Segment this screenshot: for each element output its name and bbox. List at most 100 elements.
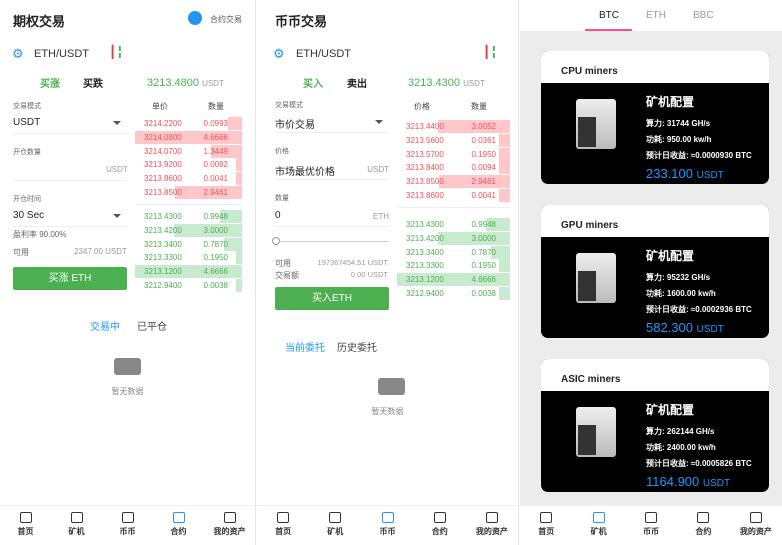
- pair-selector[interactable]: ETH/USDT: [34, 48, 89, 60]
- bid-row[interactable]: 3213.4200 3.0000: [397, 231, 510, 245]
- miner-icon: [329, 512, 342, 523]
- tab-sell[interactable]: 卖出: [347, 79, 367, 90]
- bid-row[interactable]: 3213.1200 4.6666: [397, 273, 510, 287]
- nav-item[interactable]: 我的资产: [204, 506, 255, 545]
- row-qty: 4.6666: [203, 267, 228, 277]
- nav-label: 合约: [431, 527, 448, 536]
- tab-buy-down[interactable]: 买跌: [83, 79, 103, 90]
- miner-icon: [592, 512, 605, 523]
- daily-income: 预计日收益: ≈0.0005826 BTC: [646, 459, 752, 468]
- contract-trade-link[interactable]: 合约交易: [210, 15, 242, 24]
- buy-button[interactable]: 买入ETH: [275, 287, 389, 310]
- bid-row[interactable]: 3212.9400 0.0038: [135, 279, 242, 292]
- nav-item[interactable]: 币币: [361, 506, 413, 545]
- bid-row[interactable]: 3213.3300 0.1950: [135, 251, 242, 265]
- nav-item[interactable]: 币币: [102, 506, 153, 545]
- ask-row[interactable]: 3213.9200 0.0082: [135, 158, 242, 172]
- tab-trading[interactable]: 交易中: [90, 322, 120, 333]
- tab-order-history[interactable]: 历史委托: [337, 343, 377, 354]
- tab-current-orders[interactable]: 当前委托: [285, 343, 325, 354]
- nav-item[interactable]: 矿机: [51, 506, 102, 545]
- nav-item[interactable]: 币币: [625, 506, 677, 545]
- ask-row[interactable]: 3213.8600 0.0041: [135, 172, 242, 186]
- nav-item[interactable]: 合约: [153, 506, 204, 545]
- bid-row[interactable]: 3213.3400 0.7870: [397, 245, 510, 259]
- buy-up-button[interactable]: 买涨 ETH: [13, 267, 127, 290]
- candlestick-icon[interactable]: ┃╏: [109, 45, 124, 59]
- nav-item[interactable]: 合约: [414, 506, 466, 545]
- tab-buy[interactable]: 买入: [303, 79, 323, 90]
- nav-item[interactable]: 我的资产: [730, 506, 782, 545]
- nav-item[interactable]: 矿机: [309, 506, 361, 545]
- ask-row[interactable]: 3213.8600 0.0041: [397, 189, 510, 202]
- miner-name: ASIC miners: [541, 359, 769, 391]
- mode-select[interactable]: 市价交易: [275, 116, 389, 131]
- home-icon: [277, 512, 290, 523]
- tab-eth[interactable]: ETH: [646, 10, 666, 21]
- amount-input[interactable]: [13, 160, 103, 176]
- nav-item[interactable]: 我的资产: [466, 506, 518, 545]
- miner-name: CPU miners: [541, 51, 769, 83]
- miner-card[interactable]: ASIC miners 矿机配置 算力: 262144 GH/s 功耗: 2400.0…: [541, 359, 769, 492]
- bid-row[interactable]: 3212.9400 0.0038: [397, 287, 510, 300]
- slider-handle[interactable]: [272, 237, 280, 245]
- caret-down-icon: [113, 214, 121, 218]
- nav-item[interactable]: 首页: [257, 506, 309, 545]
- bid-row[interactable]: 3213.4300 0.9948: [397, 218, 510, 231]
- time-select[interactable]: 30 Sec: [13, 210, 127, 221]
- ask-row[interactable]: 3213.5700 0.1950: [397, 147, 510, 161]
- swap-icon[interactable]: [188, 11, 202, 25]
- nav-item[interactable]: 合约: [677, 506, 729, 545]
- empty-text: 暂无数据: [371, 407, 404, 416]
- ask-row[interactable]: 3214.0800 4.6666: [135, 130, 242, 144]
- orderbook-qty-header: 数量: [471, 102, 487, 111]
- mode-select[interactable]: USDT: [13, 117, 127, 128]
- pair-selector[interactable]: ETH/USDT: [296, 48, 351, 60]
- page-title: 币币交易: [275, 14, 328, 29]
- gear-icon[interactable]: ⚙: [12, 46, 24, 61]
- mode-label: 交易模式: [13, 103, 41, 110]
- tab-buy-up[interactable]: 买涨: [40, 79, 60, 90]
- nav-label: 矿机: [590, 527, 607, 536]
- ask-row[interactable]: 3213.8500 2.9461: [397, 175, 510, 189]
- bid-row[interactable]: 3213.3400 0.7870: [135, 237, 242, 251]
- miner-card[interactable]: CPU miners 矿机配置 算力: 31744 GH/s 功耗: 950.00 k…: [541, 51, 769, 184]
- ask-row[interactable]: 3213.8500 2.9461: [135, 186, 242, 199]
- row-qty: 2.9461: [471, 177, 496, 187]
- candlestick-icon[interactable]: ┃╏: [483, 45, 498, 59]
- empty-text: 暂无数据: [111, 387, 144, 396]
- tab-bbc[interactable]: BBC: [693, 10, 714, 21]
- time-label: 开仓时间: [13, 196, 41, 203]
- ask-row[interactable]: 3213.4400 3.0052: [397, 120, 510, 133]
- ask-row[interactable]: 3214.2200 0.0993: [135, 117, 242, 130]
- bid-row[interactable]: 3213.3300 0.1950: [397, 259, 510, 273]
- tab-btc[interactable]: BTC: [599, 10, 619, 21]
- amount-slider[interactable]: [275, 241, 389, 242]
- bid-row[interactable]: 3213.4200 3.0000: [135, 223, 242, 237]
- bid-row[interactable]: 3213.1200 4.6666: [135, 265, 242, 279]
- miner-card[interactable]: GPU miners 矿机配置 算力: 95232 GH/s 功耗: 1600.00 …: [541, 205, 769, 338]
- row-qty: 0.9948: [471, 220, 496, 229]
- turnover-value: 0.00 USDT: [350, 270, 388, 279]
- ask-row[interactable]: 3214.0700 1.3449: [135, 144, 242, 158]
- bid-row[interactable]: 3213.4300 0.9948: [135, 210, 242, 223]
- config-title: 矿机配置: [646, 403, 695, 417]
- tab-closed[interactable]: 已平仓: [137, 322, 167, 333]
- nav-item[interactable]: 矿机: [572, 506, 624, 545]
- mode-value: 市价交易: [275, 120, 315, 131]
- price-label: 价格: [275, 148, 289, 155]
- empty-inbox-icon: [378, 378, 405, 395]
- nav-item[interactable]: 首页: [520, 506, 572, 545]
- price-value: 1164.900: [646, 474, 700, 489]
- nav-item[interactable]: 首页: [0, 506, 51, 545]
- gear-icon[interactable]: ⚙: [273, 46, 285, 61]
- ask-row[interactable]: 3213.5600 0.0361: [397, 133, 510, 147]
- qty-input[interactable]: 0 ETH: [275, 210, 389, 221]
- row-price: 3213.8500: [144, 188, 182, 197]
- miner-config: 矿机配置 算力: 262144 GH/s 功耗: 2400.00 kw/h 预计日收益…: [646, 401, 752, 489]
- row-price: 3214.2200: [144, 119, 182, 128]
- active-tab-indicator: [585, 29, 632, 31]
- ask-row[interactable]: 3213.8400 0.0094: [397, 161, 510, 175]
- price-input[interactable]: 市场最优价格 USDT: [275, 163, 389, 178]
- depth-bar: [437, 231, 510, 245]
